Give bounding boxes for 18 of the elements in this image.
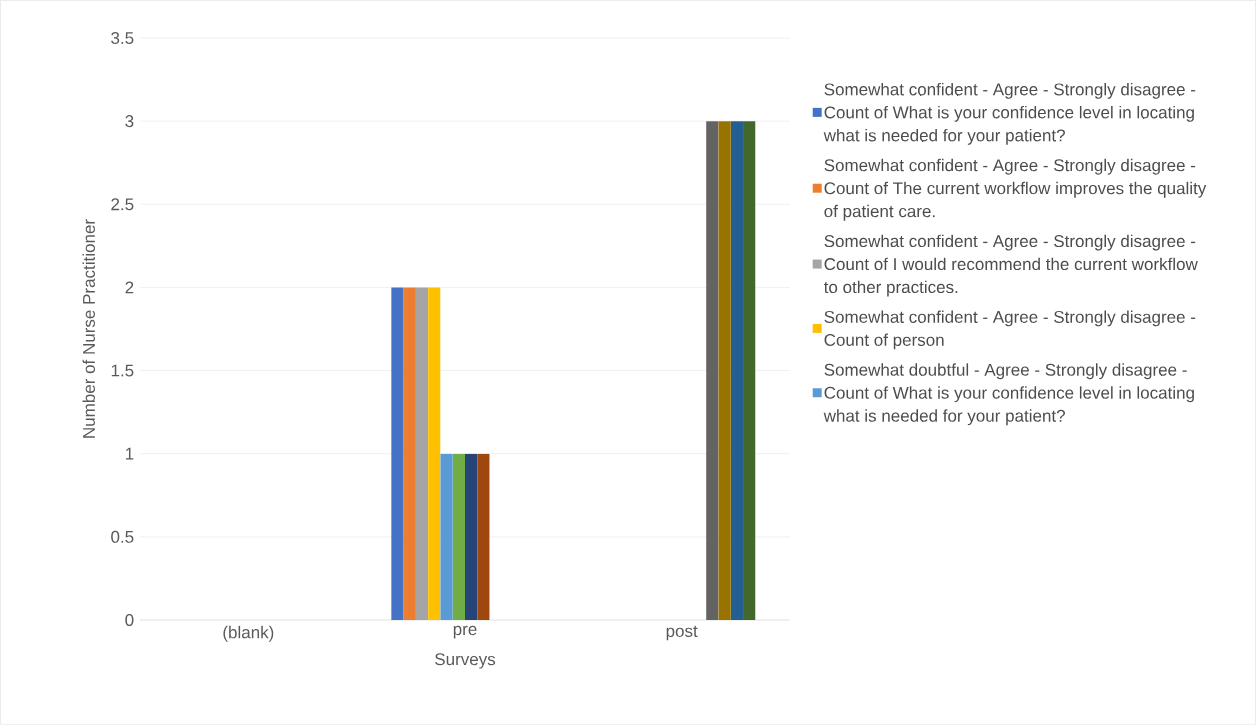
legend-label: Somewhat confident - Agree - Strongly disagree - Count of I would recommend the current workflow to other practices. (823, 234, 1198, 297)
x-tick-label: (blank) (223, 625, 274, 642)
y-axis-title: Number of Nurse Practitioner (82, 219, 95, 438)
legend-label: Somewhat confident - Agree - Strongly disagree - Count of person (824, 310, 1196, 350)
y-tick-label: 0.5 (111, 530, 134, 543)
x-axis-title: Surveys (435, 653, 496, 669)
y-tick-label: 2 (125, 281, 134, 294)
x-tick-label: post (666, 625, 698, 641)
y-tick-label: 1.5 (111, 364, 134, 377)
legend-label: Somewhat confident - Agree - Strongly disagree - Count of What is your confidence level in locating what is needed for your patient? (823, 82, 1196, 145)
legend-label: Somewhat confident - Agree - Strongly disagree - Count of The current workflow improves the quality of patient care. (824, 158, 1207, 221)
y-tick-label: 1 (125, 447, 134, 460)
y-tick-label: 0 (125, 613, 134, 627)
y-tick-label: 3 (125, 115, 134, 128)
x-tick-label: pre (453, 625, 477, 639)
y-tick-label: 2.5 (111, 198, 134, 211)
legend-label: Somewhat doubtful - Agree - Strongly disagree - Count of What is your confidence level in locating what is needed for your patient? (823, 363, 1194, 426)
y-tick-label: 3.5 (111, 31, 134, 45)
